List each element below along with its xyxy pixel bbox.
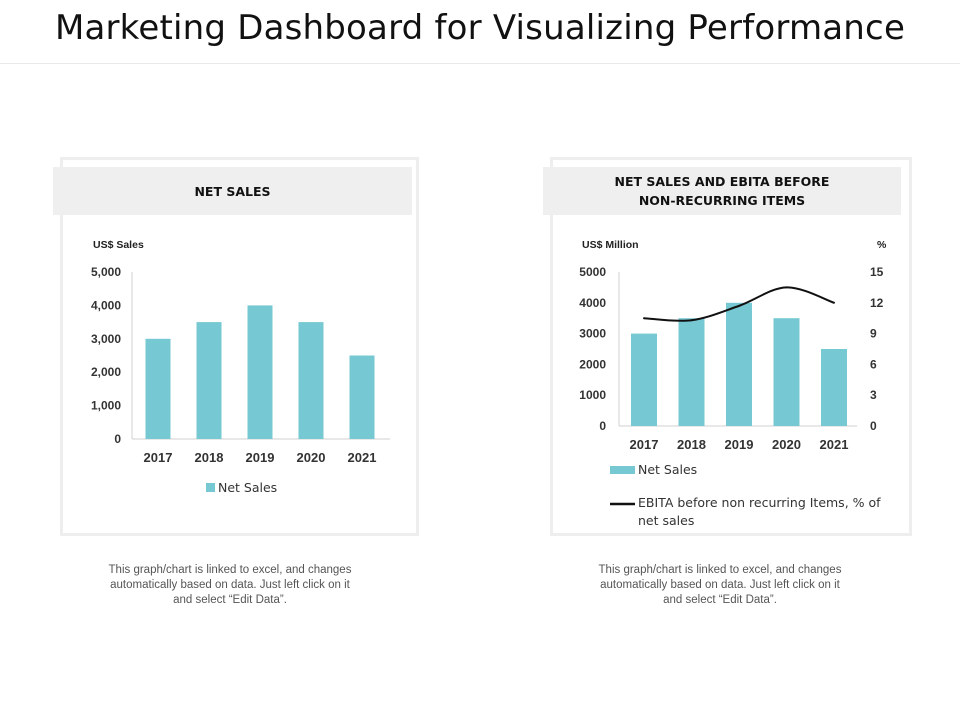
point-ebita-2019 bbox=[738, 304, 740, 307]
y-tick-label: 0 bbox=[599, 419, 606, 433]
y-tick-label: 2,000 bbox=[91, 365, 121, 379]
x-tick-label: 2021 bbox=[820, 437, 849, 452]
y-tick-label: 4,000 bbox=[91, 298, 121, 312]
x-tick-label: 2021 bbox=[348, 450, 377, 465]
sales-ebita-title-line-1: NET SALES AND EBITA BEFORE bbox=[614, 174, 830, 189]
chart-note-left: This graph/chart is linked to excel, and… bbox=[108, 564, 352, 606]
y2-tick-label: 9 bbox=[870, 327, 877, 341]
y-axis-title: US$ Sales bbox=[93, 239, 144, 251]
y-axis-title: US$ Million bbox=[582, 239, 639, 251]
sales-ebita-panel-header: NET SALES AND EBITA BEFORE NON-RECURRING… bbox=[543, 167, 901, 215]
legend-label-ebita-line-1: EBITA before non recurring Items, % of bbox=[638, 495, 881, 510]
y-tick-label: 2000 bbox=[579, 357, 606, 371]
y-tick-label: 5,000 bbox=[91, 265, 121, 279]
legend-swatch-net-sales bbox=[610, 466, 635, 474]
title-divider bbox=[0, 63, 960, 64]
bar-net-sales-2018 bbox=[196, 322, 222, 439]
bar-net-sales-2017 bbox=[631, 333, 657, 426]
y2-tick-label: 12 bbox=[870, 296, 884, 310]
y-tick-label: 1,000 bbox=[91, 399, 121, 413]
x-tick-label: 2018 bbox=[195, 450, 224, 465]
x-tick-label: 2020 bbox=[297, 450, 326, 465]
bar-net-sales-2017 bbox=[145, 338, 171, 439]
y2-tick-label: 3 bbox=[870, 388, 877, 402]
net-sales-panel-title: NET SALES bbox=[194, 183, 271, 199]
x-tick-label: 2020 bbox=[772, 437, 801, 452]
y-tick-label: 3000 bbox=[579, 327, 606, 341]
x-tick-label: 2019 bbox=[725, 437, 754, 452]
bar-net-sales-2021 bbox=[349, 355, 375, 439]
chart-note-right: This graph/chart is linked to excel, and… bbox=[598, 564, 842, 606]
point-ebita-2020 bbox=[785, 286, 788, 289]
y-tick-label: 0 bbox=[114, 432, 121, 446]
point-ebita-2021 bbox=[833, 301, 835, 304]
legend-label-net-sales: Net Sales bbox=[638, 462, 697, 477]
bar-net-sales-2020 bbox=[773, 318, 800, 426]
net-sales-panel-header: NET SALES bbox=[53, 167, 412, 215]
point-ebita-2017 bbox=[643, 317, 645, 320]
x-tick-label: 2017 bbox=[630, 437, 659, 452]
sales-ebita-title-line-2: NON-RECURRING ITEMS bbox=[638, 193, 806, 208]
page-title: Marketing Dashboard for Visualizing Perf… bbox=[54, 8, 906, 48]
bar-net-sales-2019 bbox=[726, 302, 752, 426]
y-tick-label: 4000 bbox=[579, 296, 606, 310]
bar-net-sales-2020 bbox=[298, 322, 324, 439]
y2-tick-label: 6 bbox=[870, 357, 877, 371]
y2-tick-label: 15 bbox=[870, 265, 884, 279]
net-sales-panel: NET SALES bbox=[53, 157, 419, 536]
x-tick-label: 2017 bbox=[144, 450, 173, 465]
y-tick-label: 5000 bbox=[579, 265, 606, 279]
legend-label-net-sales: Net Sales bbox=[218, 480, 277, 495]
bar-net-sales-2019 bbox=[247, 305, 273, 439]
point-ebita-2018 bbox=[690, 319, 693, 322]
legend-swatch-net-sales bbox=[206, 483, 215, 492]
sales-ebita-panel-title: NET SALES AND EBITA BEFORE NON-RECURRING… bbox=[615, 172, 830, 210]
y2-tick-label: 0 bbox=[870, 419, 877, 433]
bar-net-sales-2021 bbox=[821, 349, 847, 426]
y-tick-label: 1000 bbox=[579, 388, 606, 402]
legend-label-ebita-line-2: net sales bbox=[638, 513, 694, 528]
y-tick-label: 3,000 bbox=[91, 332, 121, 346]
x-tick-label: 2019 bbox=[246, 450, 275, 465]
x-tick-label: 2018 bbox=[677, 437, 706, 452]
y2-axis-title: % bbox=[877, 239, 887, 251]
bar-net-sales-2018 bbox=[678, 318, 705, 426]
